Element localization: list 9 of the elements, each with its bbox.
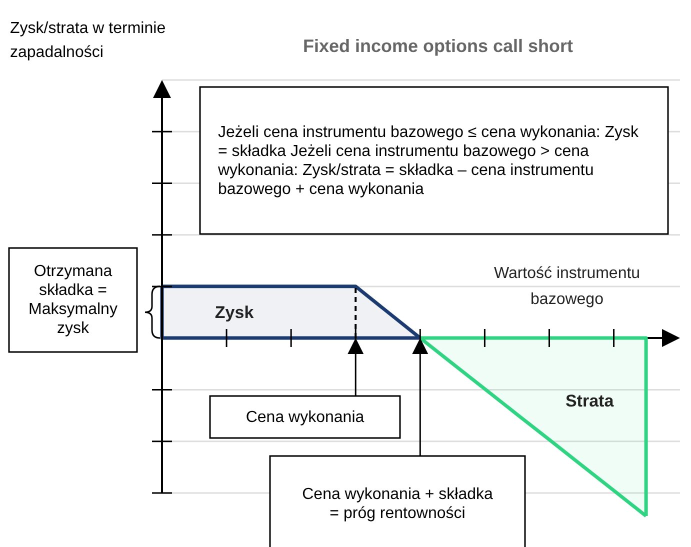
text: Zysk/strata w terminie zapadalności xyxy=(10,20,166,61)
x-axis-title: Wartość instrumentu bazowego xyxy=(494,265,640,308)
series-label: Strata xyxy=(565,391,614,410)
series-label: Zysk xyxy=(214,303,254,322)
annotation: Cena wykonania xyxy=(246,408,364,426)
text: Jeżeli cena instrumentu bazowego ≤ cena wykonania: Zysk = składka Jeżeli cena instrumentu bazowego > cena wykonania: Zysk/strata = składka – cena instrumentu bazowego + cena wykonania xyxy=(218,122,640,198)
chart-title: Fixed income options call short xyxy=(302,36,574,56)
text: Otrzymana składka = Maksymalny zysk xyxy=(28,262,118,338)
annotation: Cena wykonania + składka = próg rentowności xyxy=(301,484,494,522)
